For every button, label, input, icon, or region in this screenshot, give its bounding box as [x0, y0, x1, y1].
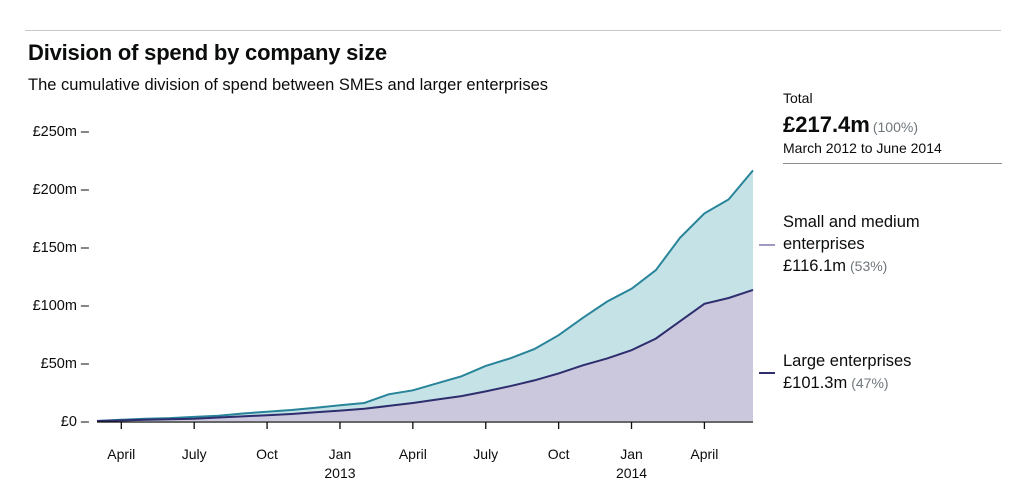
x-tick-label: Jan	[620, 446, 643, 462]
x-tick-label: July	[182, 446, 207, 462]
y-tick-label: £200m –	[33, 182, 90, 198]
x-year-label: 2014	[616, 465, 647, 481]
sme-line	[96, 169, 754, 422]
y-tick-label: £250m –	[33, 124, 90, 140]
total-percent: (100%)	[872, 119, 918, 135]
x-tick-label: April	[399, 446, 427, 462]
large-area	[97, 289, 753, 421]
x-tick-label: July	[473, 446, 498, 462]
total-value: £217.4m	[783, 112, 870, 137]
x-year-label: 2013	[324, 465, 355, 481]
top-rule	[25, 30, 1001, 31]
legend-large-name: Large enterprises	[783, 352, 912, 370]
legend-sme-name-line2: enterprises	[783, 235, 865, 253]
legend-marker-sme	[759, 244, 775, 246]
large-line	[96, 288, 754, 422]
chart-subtitle: The cumulative division of spend between…	[28, 76, 549, 94]
legend-sme-percent: (53%)	[850, 258, 888, 274]
y-tick-label: £150m –	[33, 240, 90, 256]
total-label: Total	[783, 90, 813, 106]
legend-sme-name-line1: Small and medium	[783, 213, 920, 231]
legend-large-value: £101.3m	[783, 374, 848, 392]
y-tick-label: £100m –	[33, 298, 90, 314]
total-divider	[783, 163, 1002, 164]
x-tick-label: April	[690, 446, 718, 462]
total-block: Total £217.4m (100%) March 2012 to June 2…	[783, 90, 1003, 156]
total-date-range: March 2012 to June 2014	[783, 140, 942, 156]
x-tick-label: Oct	[256, 446, 278, 462]
legend-entry-sme: Small and medium enterprises £116.1m (53%…	[783, 211, 920, 277]
y-tick-label: £0 –	[61, 414, 90, 430]
legend-sme-value: £116.1m	[783, 257, 846, 275]
x-tick-label: Jan	[329, 446, 352, 462]
legend-entry-large: Large enterprises £101.3m (47%)	[783, 350, 911, 394]
x-tick-label: April	[107, 446, 135, 462]
y-tick-label: £50m –	[41, 356, 90, 372]
x-tick-label: Oct	[548, 446, 570, 462]
sme-area	[97, 170, 753, 421]
chart-title: Division of spend by company size	[28, 40, 387, 65]
legend-marker-large	[759, 372, 775, 374]
legend-large-percent: (47%)	[851, 375, 889, 391]
